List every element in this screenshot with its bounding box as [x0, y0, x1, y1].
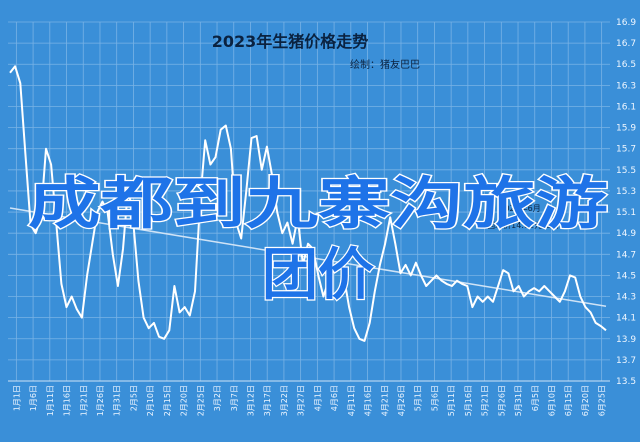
x-tick-label: 3月7日: [230, 385, 239, 411]
annotation-line-2: 全国均价14.02元/公斤: [479, 220, 561, 230]
x-tick-label: 5月31日: [514, 385, 523, 416]
x-tick-label: 3月22日: [280, 385, 289, 416]
y-tick-label: 15.7: [616, 145, 636, 155]
chart-subtitle: 绘制：猪友巴巴: [350, 58, 420, 71]
x-tick-label: 1月11日: [46, 385, 55, 416]
x-tick-label: 5月11日: [447, 385, 456, 416]
y-tick-label: 13.5: [616, 377, 636, 387]
x-tick-label: 3月2日: [213, 385, 222, 411]
y-tick-label: 13.9: [616, 335, 636, 345]
y-tick-label: 15.3: [616, 187, 636, 197]
x-tick-label: 3月12日: [246, 385, 255, 416]
y-tick-label: 14.7: [616, 250, 636, 260]
x-tick-label: 3月27日: [297, 385, 306, 416]
x-tick-label: 6月25日: [598, 385, 607, 416]
x-tick-label: 6月10日: [547, 385, 556, 416]
x-tick-label: 1月31日: [113, 385, 122, 416]
x-tick-label: 6月20日: [581, 385, 590, 416]
y-axis-ticks: 13.5 13.7 13.9 14.1 14.3 14.5 14.7 14.9 15.1 15.3…: [616, 18, 636, 387]
y-tick-label: 14.1: [616, 314, 636, 324]
overlay-headline: 成都到九寨沟旅游: [28, 172, 608, 237]
x-tick-label: 4月26日: [397, 385, 406, 416]
x-tick-label: 2月10日: [146, 385, 155, 416]
x-tick-label: 4月6日: [330, 385, 339, 411]
chart-title: 2023年生猪价格走势: [212, 32, 369, 51]
x-tick-label: 4月11日: [347, 385, 356, 416]
x-tick-label: 5月26日: [497, 385, 506, 416]
x-tick-label: 3月17日: [263, 385, 272, 416]
y-tick-label: 15.1: [616, 208, 636, 218]
y-tick-label: 15.5: [616, 166, 636, 176]
annotation-line-1: 2023年6月: [499, 203, 540, 213]
x-tick-label: 6月15日: [564, 385, 573, 416]
y-tick-label: 15.9: [616, 124, 636, 134]
x-tick-label: 6月5日: [531, 385, 540, 411]
overlay-subline: 团价: [262, 243, 374, 308]
x-tick-label: 1月1日: [12, 385, 21, 411]
y-tick-label: 16.3: [616, 81, 636, 91]
y-tick-label: 14.3: [616, 293, 636, 303]
x-tick-label: 2月20日: [180, 385, 189, 416]
x-tick-label: 4月21日: [380, 385, 389, 416]
x-tick-label: 4月1日: [313, 385, 322, 411]
x-tick-label: 5月1日: [414, 385, 423, 411]
x-tick-label: 2月5日: [129, 385, 138, 411]
x-tick-label: 1月16日: [63, 385, 72, 416]
x-tick-label: 1月6日: [29, 385, 38, 411]
x-tick-label: 4月16日: [364, 385, 373, 416]
y-tick-label: 16.5: [616, 60, 636, 70]
x-tick-label: 5月6日: [430, 385, 439, 411]
y-tick-label: 16.1: [616, 102, 636, 112]
x-tick-label: 2月25日: [196, 385, 205, 416]
x-tick-label: 1月21日: [79, 385, 88, 416]
price-series-line: [9, 65, 607, 342]
x-tick-label: 2月15日: [163, 385, 172, 416]
x-axis-ticks: 1月1日 1月6日 1月11日 1月16日 1月21日 1月26日 1月31日 2月5日 2月1…: [12, 385, 606, 416]
x-tick-label: 1月26日: [96, 385, 105, 416]
y-tick-label: 14.9: [616, 229, 636, 239]
x-tick-label: 5月16日: [464, 385, 473, 416]
y-tick-label: 16.7: [616, 39, 636, 49]
y-tick-label: 14.5: [616, 271, 636, 281]
y-tick-label: 16.9: [616, 18, 636, 28]
y-tick-label: 13.7: [616, 356, 636, 366]
x-tick-label: 5月21日: [481, 385, 490, 416]
